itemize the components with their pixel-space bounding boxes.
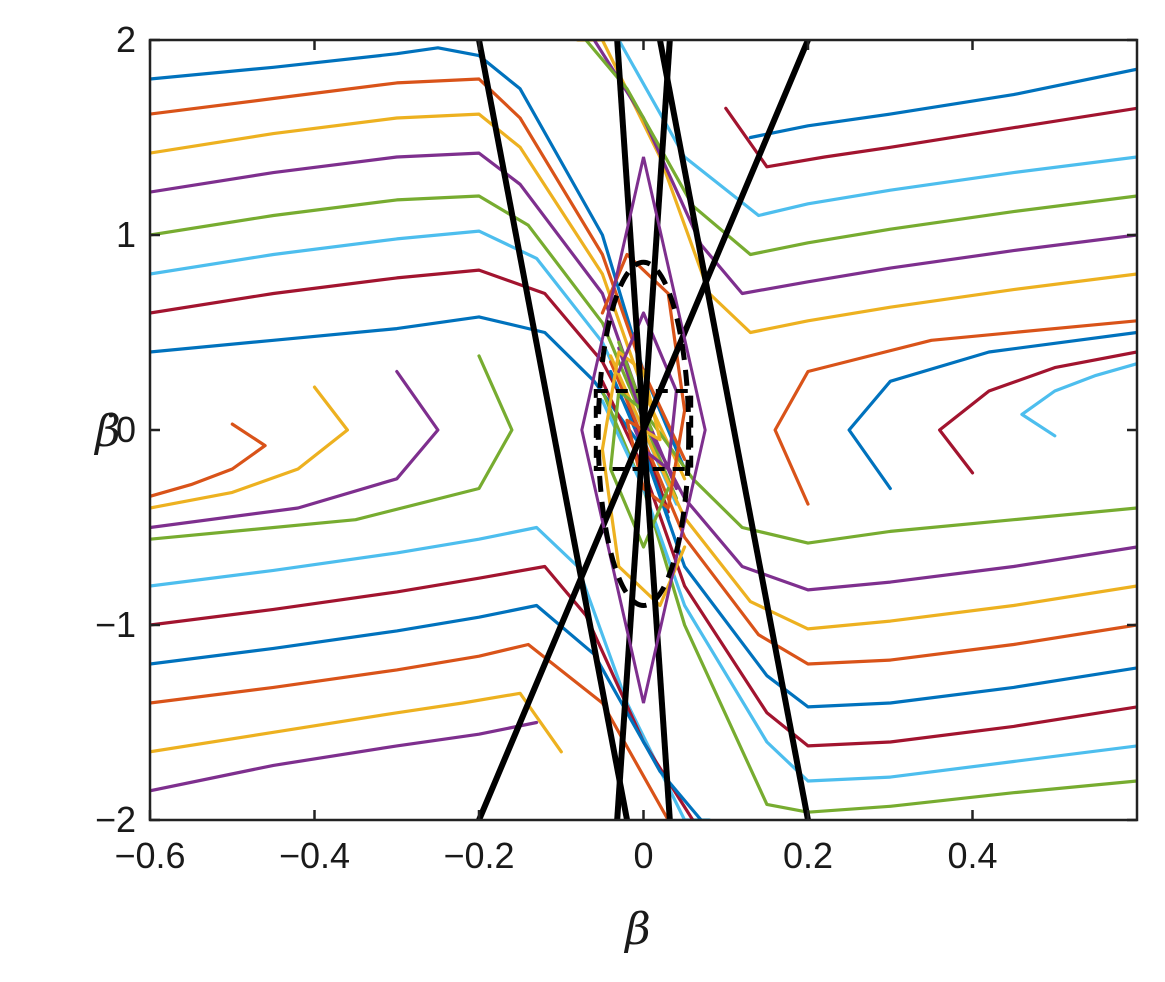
trajectory-line [592, 40, 1137, 296]
dashed-ellipse [595, 259, 692, 608]
trajectory-line [937, 350, 1137, 475]
y-tick-label: −2 [95, 799, 136, 840]
trajectory-line [748, 67, 1137, 140]
y-tick-label: 2 [116, 19, 136, 60]
boundary-layer [476, 40, 811, 820]
trajectory-line [150, 422, 267, 498]
x-axis-ticks: −0.6 −0.4 −0.2 0 0.2 0.4 [114, 40, 998, 876]
trajectory-line [608, 354, 1137, 631]
trajectory-line [150, 369, 440, 530]
trajectory-line [847, 330, 1137, 491]
diamond-boundary [580, 156, 707, 704]
x-tick-label: 0.4 [947, 835, 997, 876]
y-axis-label: β̇ [93, 406, 120, 457]
y-tick-label: 1 [116, 214, 136, 255]
x-tick-label: 0.2 [783, 835, 833, 876]
trajectory-line [150, 385, 349, 510]
trajectory-line [617, 340, 1137, 545]
x-axis-label: β [623, 904, 650, 955]
x-tick-label: −0.6 [114, 835, 185, 876]
trajectory-line [150, 315, 670, 520]
trajectory-line [608, 369, 1137, 709]
x-tick-label: 0 [633, 835, 653, 876]
trajectory-line [150, 354, 514, 541]
y-tick-label: 0 [116, 409, 136, 450]
trajectory-line [1020, 362, 1137, 438]
y-tick-label: −1 [95, 604, 136, 645]
trajectory-line [773, 319, 1137, 506]
x-tick-label: −0.2 [443, 835, 514, 876]
trajectory-line [584, 40, 1137, 257]
boundary-line [476, 40, 811, 820]
trajectory-line [150, 720, 539, 793]
trajectory-line [150, 603, 703, 820]
x-tick-label: −0.4 [279, 835, 350, 876]
trajectory-line [150, 564, 695, 820]
y-axis-ticks: −2 −1 0 1 2 [95, 19, 1137, 840]
boundary-line [657, 40, 811, 820]
boundary-line [476, 40, 630, 820]
